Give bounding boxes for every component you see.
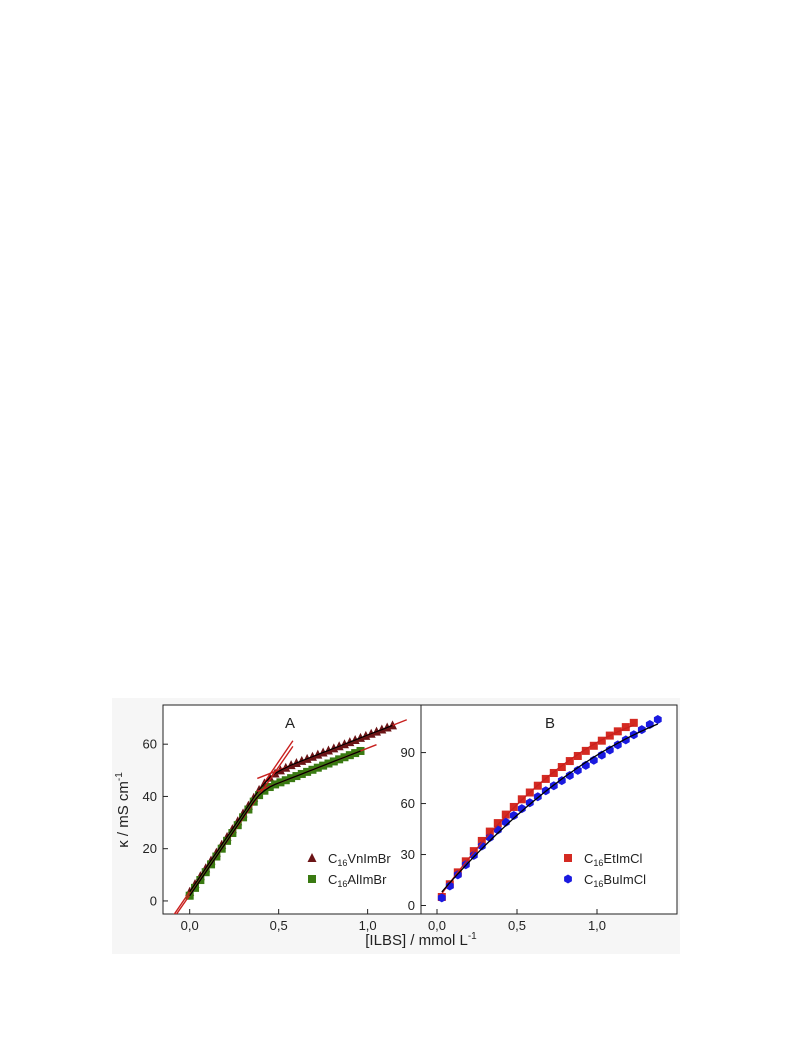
legend-label-suffix: AlImBr: [347, 872, 387, 887]
panel-b-series-1-point: [501, 810, 510, 819]
panel-a-y-tick-label: 20: [143, 841, 157, 856]
panel-b-y-tick-label: 90: [401, 745, 415, 760]
panel-a-data-area: [173, 719, 408, 914]
legend-label-suffix: VnImBr: [347, 851, 391, 866]
panel-b-x-tick-label: 1,0: [588, 918, 606, 933]
panel-b-x-tick-label: 0,0: [428, 918, 446, 933]
panel-b-y-tick-label: 30: [401, 847, 415, 862]
panel-b-series-2-point: [525, 798, 534, 808]
panel-a-x-tick-label: 1,0: [359, 918, 377, 933]
panel-b-legend-marker-1: [564, 854, 572, 862]
panel-b-series-1-point: [597, 736, 606, 745]
panel-b-series-2-point: [605, 745, 614, 755]
panel-b-y-tick-label: 60: [401, 796, 415, 811]
panel-b-series-2-point: [469, 850, 478, 860]
panel-a-legend-label-1: C16VnImBr: [328, 851, 391, 868]
legend-label-prefix: C: [328, 872, 337, 887]
legend-label-suffix: EtImCl: [603, 851, 642, 866]
legend-label-subscript: 16: [593, 879, 603, 889]
legend-label-prefix: C: [584, 872, 593, 887]
panel-b-series-2-point: [477, 841, 486, 851]
panel-b-series-2-point: [557, 776, 566, 786]
legend-label-suffix: BuImCl: [603, 872, 646, 887]
panel-a-y-tick-label: 40: [143, 789, 157, 804]
panel-b-series-2-point: [517, 804, 526, 814]
panel-a-legend-label-2: C16AlImBr: [328, 872, 387, 889]
panel-a-frame: [162, 704, 422, 915]
panel-a-x-tick-label: 0,0: [181, 918, 199, 933]
panel-a-series-2-curve: [189, 750, 361, 897]
panel-b-series-2-fit-curve: [441, 723, 659, 893]
panel-a-legend-marker-1: [307, 853, 317, 862]
panel-b-series-1-point: [581, 746, 590, 755]
panel-b-series-1-point: [573, 751, 582, 760]
panel-a-y-tick-label: 0: [150, 893, 157, 908]
panel-b-data-area: [437, 714, 662, 903]
panel-b-series-2-point: [445, 881, 454, 891]
panel-b-y-tick-label: 0: [408, 898, 415, 913]
panel-b-series-1-point: [557, 763, 566, 772]
panel-b-legend-marker-2: [564, 874, 572, 884]
panel-b-series-1-point: [477, 836, 486, 845]
panel-b-x-tick-label: 0,5: [508, 918, 526, 933]
y-axis-title: κ / mS cm-1: [114, 772, 132, 848]
panel-b-series-2-point: [437, 893, 446, 903]
panel-b-legend-label-1: C16EtImCl: [584, 851, 643, 868]
panel-b-series-2-point: [509, 810, 518, 820]
y-axis-title-main: κ / mS cm: [115, 781, 132, 848]
panel-b-series-1-point: [629, 718, 638, 727]
panel-b-series-1-point: [621, 723, 630, 732]
legend-label-prefix: C: [328, 851, 337, 866]
panel-b-series-1-point: [485, 827, 494, 836]
y-axis-title-sup: -1: [114, 772, 125, 781]
panel-b-series-1-fit-curve: [441, 724, 635, 895]
panel-a-y-tick-label: 60: [143, 737, 157, 752]
panel-a-label: A: [285, 715, 295, 732]
x-axis-title-sup: -1: [468, 931, 477, 942]
panel-b-series-1-point: [493, 819, 502, 828]
panel-b-legend-label-2: C16BuImCl: [584, 872, 646, 889]
legend-label-subscript: 16: [337, 879, 347, 889]
legend-label-subscript: 16: [593, 858, 603, 868]
panel-b-series-1-point: [509, 802, 518, 811]
panel-b-frame: [420, 704, 678, 915]
panel-b-series-2-point: [573, 765, 582, 775]
panel-b-series-2-point: [653, 714, 662, 724]
panel-b-label: B: [545, 715, 555, 732]
panel-a-x-tick-label: 0,5: [270, 918, 288, 933]
panel-a-legend-marker-2: [308, 875, 316, 883]
panel-b-series-1-point: [589, 741, 598, 750]
legend-label-prefix: C: [584, 851, 593, 866]
panel-b-series-1-point: [565, 757, 574, 766]
legend-label-subscript: 16: [337, 858, 347, 868]
x-axis-title-main: [ILBS] / mmol L: [365, 932, 468, 949]
panel-b-series-2-point: [565, 771, 574, 781]
panel-a-series-1-curve: [189, 724, 393, 893]
x-axis-title: [ILBS] / mmol L-1: [365, 931, 477, 949]
panel-b-series-1-point: [549, 768, 558, 777]
